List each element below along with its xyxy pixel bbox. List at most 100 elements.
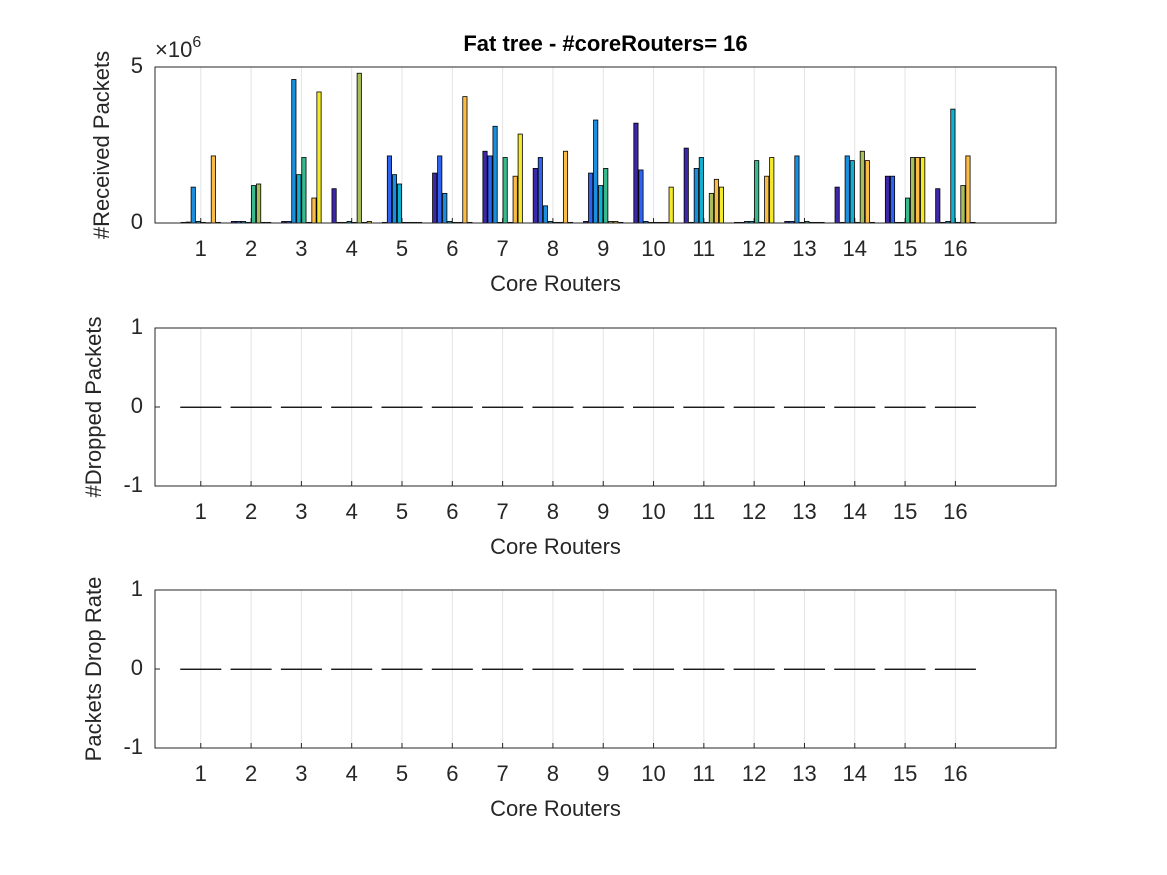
bar [915, 157, 921, 224]
bar [960, 185, 966, 224]
bar [683, 668, 725, 670]
x-tick-label: 15 [893, 236, 917, 261]
x-tick-label: 6 [446, 499, 458, 524]
bar [311, 197, 317, 224]
x-tick-label: 10 [641, 236, 665, 261]
bar [301, 157, 307, 224]
y-tick-label: 5 [131, 53, 143, 78]
x-tick-label: 8 [547, 761, 559, 786]
y-axis-label: Packets Drop Rate [81, 577, 106, 762]
bar [718, 186, 724, 224]
bar [834, 186, 840, 224]
bar [356, 72, 362, 224]
bar [482, 668, 524, 670]
bar [764, 175, 770, 224]
y-multiplier-exponent: 6 [192, 34, 201, 51]
bar [783, 668, 825, 670]
x-tick-label: 15 [893, 761, 917, 786]
bar [316, 91, 322, 224]
bar [934, 668, 976, 670]
bar [834, 406, 876, 408]
x-tick-label: 1 [195, 236, 207, 261]
bar [733, 668, 775, 670]
bar [331, 668, 373, 670]
bar [280, 668, 322, 670]
x-axis-label: Core Routers [490, 534, 621, 559]
bar [396, 183, 403, 224]
x-tick-label: 5 [396, 499, 408, 524]
bar [905, 197, 911, 224]
bar [331, 188, 337, 224]
bar [769, 157, 775, 224]
x-tick-label: 7 [496, 499, 508, 524]
x-tick-label: 12 [742, 761, 766, 786]
bar [512, 175, 518, 224]
bar [256, 183, 262, 224]
bar [562, 150, 569, 224]
x-tick-label: 2 [245, 499, 257, 524]
chart-title: Fat tree - #coreRouters= 16 [463, 31, 747, 56]
bar [864, 160, 870, 224]
x-tick-label: 12 [742, 499, 766, 524]
x-tick-label: 6 [446, 236, 458, 261]
bar [920, 157, 926, 224]
y-axis-label: #Dropped Packets [81, 317, 106, 498]
bar [598, 185, 604, 224]
bar [437, 155, 443, 224]
y-tick-label: -1 [123, 472, 143, 497]
bar [668, 186, 674, 224]
x-tick-label: 3 [295, 761, 307, 786]
bar [532, 668, 574, 670]
bar [633, 122, 639, 224]
y-tick-label: 1 [131, 314, 143, 339]
x-tick-label: 8 [547, 499, 559, 524]
bar [502, 157, 508, 224]
bar [381, 668, 423, 670]
y-tick-label: -1 [123, 734, 143, 759]
bar [965, 155, 971, 224]
bar [482, 150, 488, 224]
bar [432, 172, 438, 224]
axes-box [154, 589, 1057, 749]
bar [693, 167, 699, 224]
x-tick-label: 4 [346, 499, 358, 524]
x-tick-label: 8 [547, 236, 559, 261]
bar [391, 174, 397, 224]
bar [683, 147, 689, 224]
x-axis-label: Core Routers [490, 796, 621, 821]
bar [783, 406, 825, 408]
x-tick-label: 10 [641, 761, 665, 786]
x-tick-label: 13 [792, 236, 816, 261]
bar [582, 668, 624, 670]
bar [487, 155, 493, 224]
x-tick-label: 14 [843, 236, 867, 261]
x-tick-label: 4 [346, 236, 358, 261]
x-tick-label: 11 [692, 761, 715, 786]
bar [180, 668, 222, 670]
x-tick-label: 5 [396, 236, 408, 261]
bar [210, 155, 216, 224]
x-tick-label: 9 [597, 761, 609, 786]
x-tick-label: 7 [496, 236, 508, 261]
bar [230, 406, 272, 408]
x-tick-label: 7 [496, 761, 508, 786]
bar [537, 157, 543, 224]
x-tick-label: 11 [692, 499, 715, 524]
bar [532, 406, 574, 408]
axes-box [154, 327, 1057, 487]
bar [934, 406, 976, 408]
bar [889, 175, 896, 224]
y-tick-label: 0 [131, 655, 143, 680]
x-tick-label: 1 [195, 499, 207, 524]
bar [603, 167, 609, 224]
bar [633, 406, 675, 408]
bar [230, 668, 272, 670]
x-tick-label: 16 [943, 761, 967, 786]
bar [517, 133, 523, 224]
x-tick-label: 16 [943, 236, 967, 261]
bar [190, 186, 196, 224]
bar [754, 160, 760, 224]
bar [633, 668, 675, 670]
y-multiplier-base: ×10 [155, 37, 192, 62]
bar [582, 406, 624, 408]
